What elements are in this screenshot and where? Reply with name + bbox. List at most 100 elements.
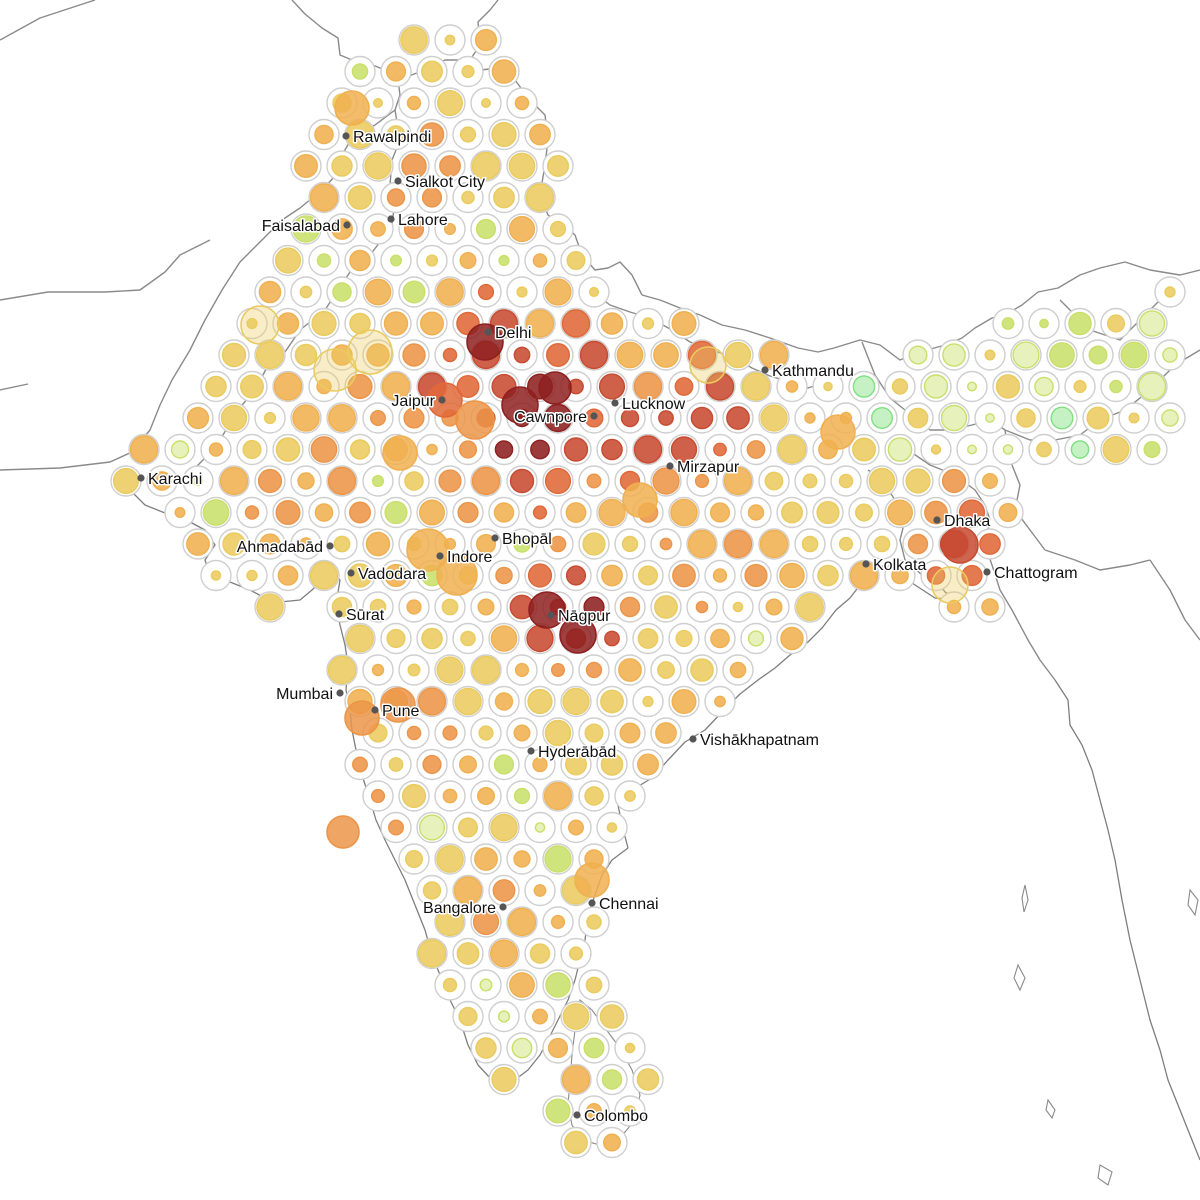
hex-cell [524, 874, 556, 907]
hex-cell [416, 874, 448, 907]
hex-cell-value [299, 285, 313, 299]
hex-cell-value [525, 309, 555, 338]
hex-cell [740, 622, 772, 655]
hex-cell-value [633, 372, 663, 401]
hex-cell [200, 433, 232, 466]
city-s-rat: Sūrat [335, 606, 386, 626]
hex-cell [308, 181, 340, 214]
hex-cell [884, 496, 916, 529]
hex-cell [416, 748, 448, 781]
hex-cell [722, 339, 754, 371]
hex-cell [578, 528, 610, 560]
hex-cell-value [309, 183, 339, 212]
hex-cell [614, 339, 646, 371]
hex-cell [560, 937, 592, 970]
hex-cell [776, 559, 808, 592]
city-marker [588, 899, 596, 907]
hex-cell [452, 181, 484, 214]
hex-cell [398, 717, 430, 749]
hex-cell [542, 465, 574, 497]
hex-cell [488, 496, 520, 529]
hex-cell-value [545, 1098, 571, 1124]
hex-cell-value [511, 1037, 533, 1059]
hex-cell [596, 496, 628, 529]
hex-cell [596, 811, 628, 844]
hex-cell-value [403, 407, 425, 429]
hex-cell-value [516, 286, 528, 298]
hex-cell [1136, 433, 1168, 466]
hex-cell [398, 591, 430, 623]
hex-cell [254, 402, 286, 434]
hex-cell-value [940, 404, 968, 432]
hex-cell-value [923, 374, 949, 399]
hex-cell-value [205, 375, 227, 398]
city-kolkata: Kolkata [862, 556, 928, 576]
hex-cell-value [239, 374, 264, 399]
hex-cell-value [601, 1069, 623, 1090]
hex-cell-value [490, 625, 518, 652]
hex-cell-value [112, 467, 140, 495]
hex-cell-value [838, 536, 854, 552]
hex-cell [488, 1063, 520, 1096]
hex-cell-value [600, 753, 624, 776]
hex-cell-value [907, 407, 929, 429]
hex-cell-value [985, 413, 995, 423]
hex-cell-value [802, 473, 818, 489]
hex-cell-value [475, 218, 497, 240]
hex-cell-value [349, 312, 371, 335]
hex-cell-value [386, 125, 406, 144]
hex-cell-value [998, 503, 1018, 523]
city-label: Mumbai [276, 686, 333, 703]
hex-cell-value [458, 817, 479, 838]
hex-cell-value [967, 444, 978, 455]
hex-cell [1046, 402, 1078, 434]
hex-cell [668, 496, 700, 529]
hex-cell-value [690, 658, 714, 682]
hex-cell-value [709, 502, 731, 523]
hex-cell-value [364, 152, 392, 180]
hex-cell [344, 433, 376, 466]
hex-cell [1064, 370, 1096, 403]
hex-cell-value [403, 218, 425, 240]
city-label: Colombo [584, 1108, 648, 1125]
hex-cell [524, 748, 556, 781]
hex-cell-value [723, 466, 753, 496]
city-rawalpindi: Rawalpindi [342, 128, 433, 148]
hex-cell-value [926, 566, 946, 585]
hex-cell [218, 339, 250, 371]
hex-cell [236, 370, 268, 403]
hex-cell-value [369, 598, 387, 616]
hex-cell-value [670, 436, 698, 463]
hex-cell [488, 874, 520, 907]
city-marker [343, 221, 351, 229]
hex-cell-highlight [347, 329, 393, 375]
hex-cell-value [438, 469, 462, 493]
hex-cell [470, 24, 502, 56]
hex-cell-value [477, 787, 496, 806]
hex-cell-value [509, 972, 535, 998]
hex-cell [542, 150, 574, 182]
hex-cell [686, 591, 718, 623]
hex-cell-value [565, 502, 587, 523]
hex-cell [686, 528, 718, 560]
hex-cell-value [476, 534, 497, 555]
hex-cell-value [694, 473, 710, 489]
hex-cell-value [460, 630, 476, 647]
hex-cell [848, 559, 880, 592]
hex-cell [542, 843, 574, 875]
hex-cell-value [601, 564, 623, 587]
hex-cell-value [891, 566, 909, 585]
hex-cell [128, 433, 160, 466]
hex-cell [236, 496, 268, 529]
hex-cell [398, 780, 430, 812]
hex-cell [488, 685, 520, 718]
hex-cell [290, 465, 322, 497]
hex-cell-value [491, 59, 517, 84]
hex-cell [596, 1126, 628, 1159]
hex-cell-value [855, 503, 874, 522]
hex-cell-value [509, 468, 535, 494]
hex-cell [524, 433, 556, 466]
hex-cell [596, 622, 628, 655]
hex-cell-value [687, 340, 717, 370]
hex-cell-value [421, 60, 444, 83]
